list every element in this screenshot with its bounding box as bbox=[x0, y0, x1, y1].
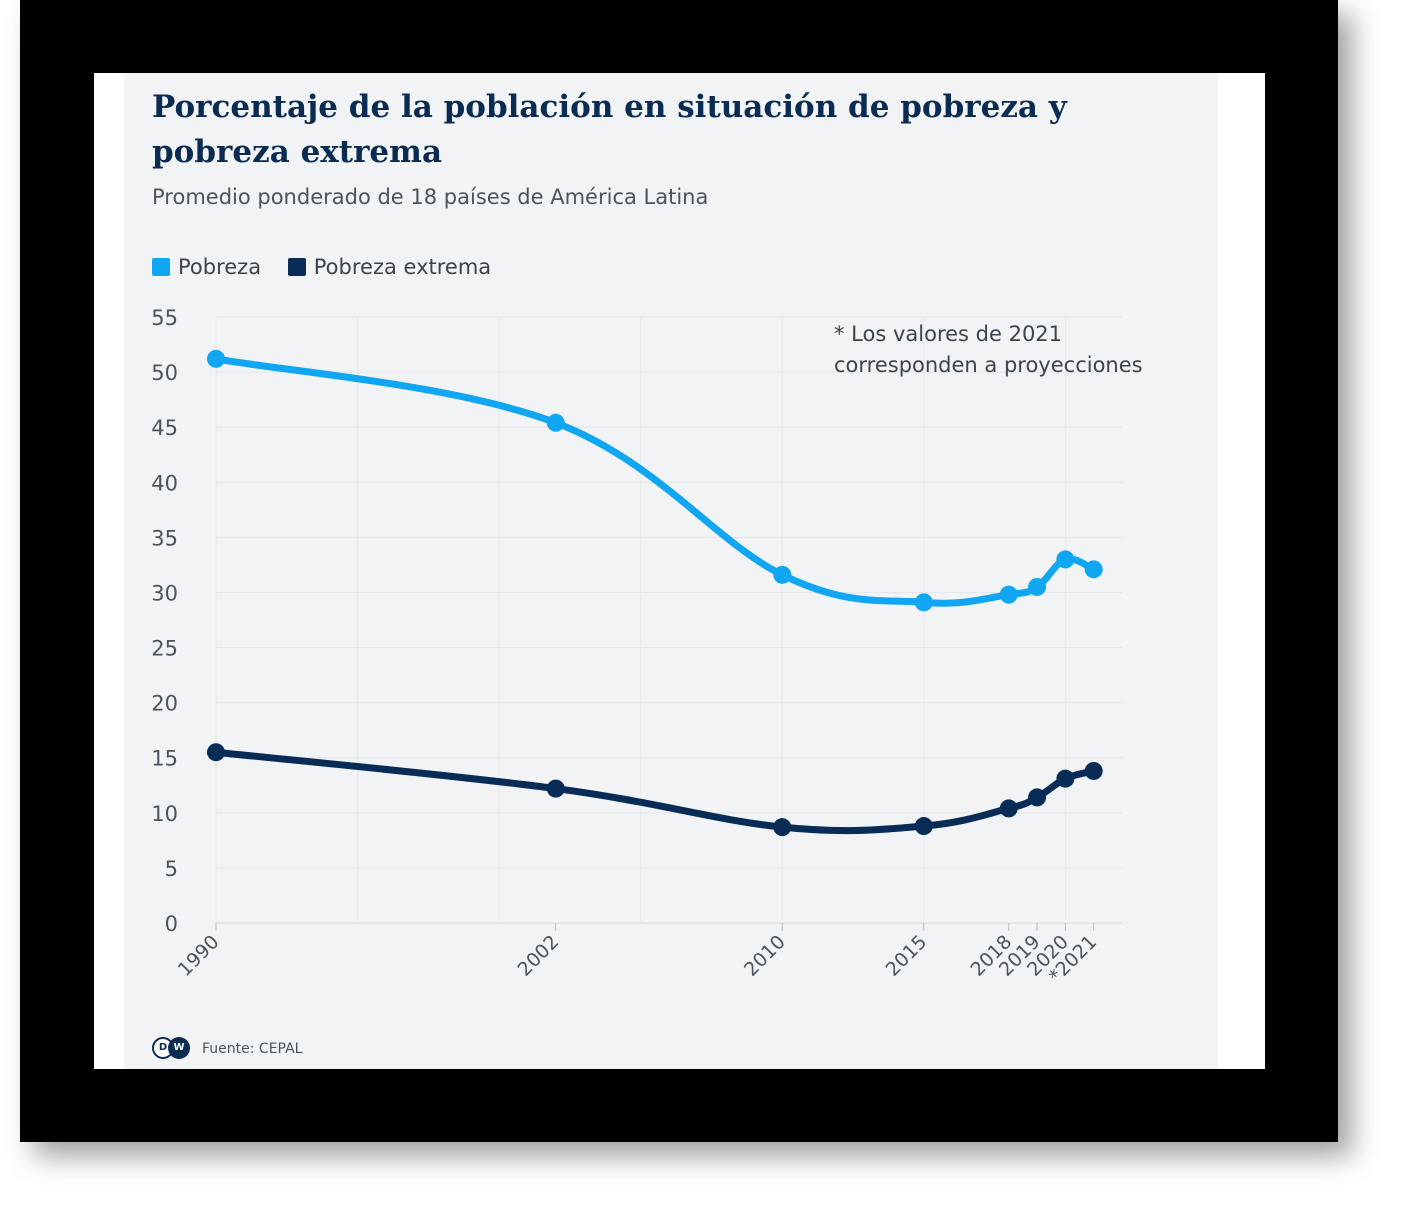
legend-swatch-pobreza-extrema bbox=[287, 258, 306, 276]
x-tick-label: 1990 bbox=[174, 931, 224, 981]
series-line-pobreza-extrema bbox=[212, 748, 1098, 835]
y-tick-label: 35 bbox=[151, 526, 178, 550]
data-point-pobreza bbox=[914, 593, 933, 612]
data-point-pobreza-extrema bbox=[546, 779, 565, 798]
y-tick-label: 50 bbox=[151, 361, 178, 385]
y-tick-label: 20 bbox=[151, 692, 178, 716]
data-point-pobreza-extrema bbox=[773, 818, 792, 837]
source-text: Fuente: CEPAL bbox=[202, 1041, 303, 1057]
y-tick-label: 15 bbox=[151, 747, 178, 771]
x-tick-label: 2015 bbox=[882, 931, 932, 981]
data-point-pobreza-extrema bbox=[207, 743, 225, 762]
y-tick-label: 45 bbox=[151, 416, 178, 440]
y-tick-label: 25 bbox=[151, 637, 178, 661]
y-axis-ticks: 0 5 10 15 20 25 30 35 40 45 50 55 bbox=[151, 306, 178, 936]
data-point-pobreza bbox=[207, 349, 225, 368]
series-line-pobreza bbox=[212, 355, 1098, 607]
y-tick-label: 55 bbox=[151, 306, 178, 330]
data-point-pobreza bbox=[1028, 577, 1047, 596]
x-tick-label: 2010 bbox=[740, 931, 790, 981]
y-tick-label: 10 bbox=[151, 802, 178, 826]
legend-label-pobreza-extrema: Pobreza extrema bbox=[313, 255, 492, 279]
chart-card: Porcentaje de la población en situación … bbox=[94, 73, 1265, 1069]
y-tick-label: 0 bbox=[165, 912, 178, 936]
data-point-pobreza bbox=[999, 585, 1018, 604]
y-tick-label: 40 bbox=[151, 471, 178, 495]
data-point-pobreza bbox=[1084, 560, 1103, 579]
data-point-pobreza-extrema bbox=[1056, 769, 1075, 788]
legend-swatch-pobreza bbox=[152, 258, 170, 276]
chart-subtitle: Promedio ponderado de 18 países de Améri… bbox=[152, 185, 709, 209]
series-layer bbox=[207, 349, 1103, 837]
legend-item-pobreza: Pobreza bbox=[152, 255, 261, 279]
annotation-line-1: * Los valores de 2021 bbox=[834, 322, 1062, 346]
annotation-line-2: corresponden a proyecciones bbox=[834, 353, 1143, 377]
data-point-pobreza-extrema bbox=[914, 817, 933, 836]
legend-item-pobreza-extrema: Pobreza extrema bbox=[287, 255, 492, 279]
y-tick-label: 30 bbox=[151, 581, 178, 605]
grid-layer bbox=[215, 316, 1122, 924]
data-point-pobreza-extrema bbox=[1084, 761, 1103, 780]
data-point-pobreza-extrema bbox=[999, 799, 1018, 818]
chart-title: Porcentaje de la población en situación … bbox=[152, 89, 1067, 170]
chart-panel bbox=[124, 73, 1218, 1069]
data-point-pobreza-extrema bbox=[1028, 788, 1047, 807]
legend-label-pobreza: Pobreza bbox=[178, 255, 262, 279]
y-tick-label: 5 bbox=[165, 857, 178, 881]
legend: Pobreza Pobreza extrema bbox=[152, 255, 511, 281]
data-point-pobreza bbox=[546, 413, 565, 432]
source-footer: D W Fuente: CEPAL bbox=[152, 1037, 302, 1061]
data-point-pobreza bbox=[1056, 550, 1075, 569]
data-point-pobreza bbox=[773, 565, 792, 584]
x-tick-label: 2002 bbox=[514, 931, 564, 981]
dw-logo-w: W bbox=[168, 1037, 190, 1059]
dw-logo: D W bbox=[152, 1037, 192, 1061]
